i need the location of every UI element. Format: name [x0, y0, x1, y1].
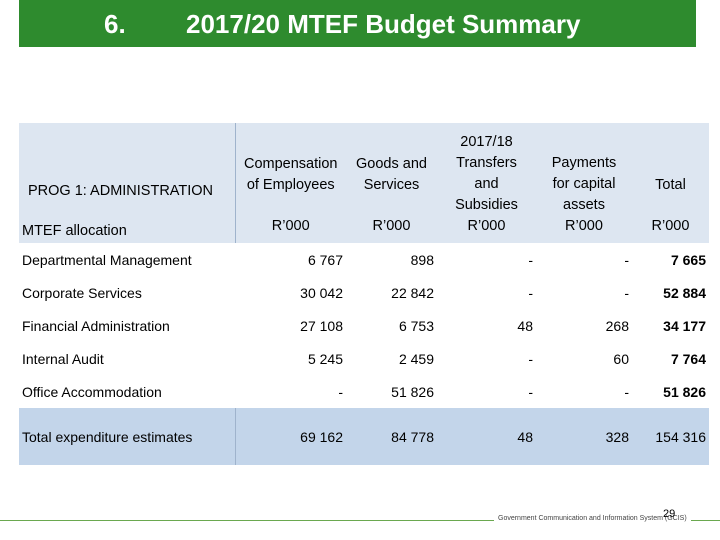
table-row: Internal Audit 5 245 2 459 - 60 7 764 [19, 342, 709, 375]
cell-goods: 898 [410, 251, 434, 268]
col-header-compensation-line1: Compensation [244, 156, 338, 172]
row-label: Financial Administration [19, 309, 235, 342]
cell-transfers: - [528, 350, 533, 367]
col-header-transfers-line1: Transfers [456, 155, 517, 171]
row-header-cell: PROG 1: ADMINISTRATION MTEF allocation [19, 123, 235, 243]
row-label: Office Accommodation [19, 375, 235, 408]
cell-transfers: - [528, 251, 533, 268]
cell-goods: 51 826 [391, 383, 434, 400]
mtef-allocation-label: MTEF allocation [22, 223, 127, 239]
cell-goods: 22 842 [391, 284, 434, 301]
col-header-payments-line3: assets [563, 197, 605, 213]
footer-divider [0, 520, 720, 521]
cell-payments: - [624, 284, 629, 301]
col-header-total-line1: Total [655, 177, 686, 193]
total-compensation: 69 162 [234, 408, 346, 465]
program-title: PROG 1: ADMINISTRATION [28, 183, 214, 199]
footer-org: Government Communication and Information… [494, 515, 691, 522]
page-title: 2017/20 MTEF Budget Summary [186, 9, 581, 39]
col-header-transfers-line3: Subsidies [455, 197, 518, 213]
cell-compensation: 30 042 [300, 284, 343, 301]
total-payments: 328 [536, 408, 632, 465]
title-bar: 6. 2017/20 MTEF Budget Summary [19, 0, 696, 47]
cell-goods: 6 753 [398, 317, 434, 334]
cell-compensation: 5 245 [307, 350, 343, 367]
cell-transfers: - [528, 284, 533, 301]
row-label: Corporate Services [19, 276, 235, 309]
table-row: Departmental Management 6 767 898 - - 7 … [19, 243, 709, 276]
page-number: 29 [663, 508, 676, 520]
col-header-total: Total R’000 [632, 123, 709, 243]
col-header-goods-line2: Services [363, 177, 420, 193]
table-row: Corporate Services 30 042 22 842 - - 52 … [19, 276, 709, 309]
table-row: Financial Administration 27 108 6 753 48… [19, 309, 709, 342]
cell-total: 34 177 [663, 317, 706, 334]
col-header-transfers: 2017/18 Transfers and Subsidies R’000 [437, 123, 536, 243]
table-row: Office Accommodation - 51 826 - - 51 826 [19, 375, 709, 408]
col-header-goods-line1: Goods and [356, 156, 427, 172]
table-header-row: PROG 1: ADMINISTRATION MTEF allocation C… [19, 123, 709, 243]
total-row-label: Total expenditure estimates [19, 408, 235, 465]
col-header-total-unit: R’000 [651, 218, 690, 234]
col-header-transfers-line2: and [474, 176, 499, 192]
col-header-compensation-unit: R’000 [271, 218, 310, 234]
row-label: Departmental Management [19, 243, 235, 276]
col-header-goods-unit: R’000 [372, 218, 411, 234]
col-header-goods: Goods and Services R’000 [346, 123, 437, 243]
total-row: Total expenditure estimates 69 162 84 77… [19, 408, 709, 465]
col-header-compensation-line2: of Employees [246, 177, 335, 193]
total-goods: 84 778 [346, 408, 437, 465]
cell-payments: 60 [613, 350, 629, 367]
grand-total: 154 316 [632, 408, 709, 465]
cell-payments: - [624, 383, 629, 400]
cell-transfers: 48 [517, 317, 533, 334]
col-header-compensation: Compensation of Employees R’000 [234, 123, 346, 243]
section-number: 6. [104, 9, 126, 39]
col-header-payments-unit: R’000 [565, 218, 603, 234]
cell-total: 51 826 [663, 383, 706, 400]
cell-total: 7 764 [670, 350, 706, 367]
cell-transfers: - [528, 383, 533, 400]
col-header-payments-line1: Payments [551, 155, 617, 171]
cell-compensation: 6 767 [307, 251, 343, 268]
total-transfers: 48 [437, 408, 536, 465]
col-header-transfers-unit: R’000 [467, 218, 506, 234]
cell-goods: 2 459 [398, 350, 434, 367]
cell-payments: - [624, 251, 629, 268]
cell-total: 7 665 [670, 251, 706, 268]
row-label: Internal Audit [19, 342, 235, 375]
cell-compensation: 27 108 [300, 317, 343, 334]
col-header-payments-line2: for capital [552, 176, 616, 192]
col-header-payments: Payments for capital assets R’000 [536, 123, 632, 243]
cell-compensation: - [338, 383, 343, 400]
cell-total: 52 884 [663, 284, 706, 301]
year-label: 2017/18 [460, 134, 513, 150]
cell-payments: 268 [605, 317, 629, 334]
budget-table: PROG 1: ADMINISTRATION MTEF allocation C… [19, 123, 709, 465]
